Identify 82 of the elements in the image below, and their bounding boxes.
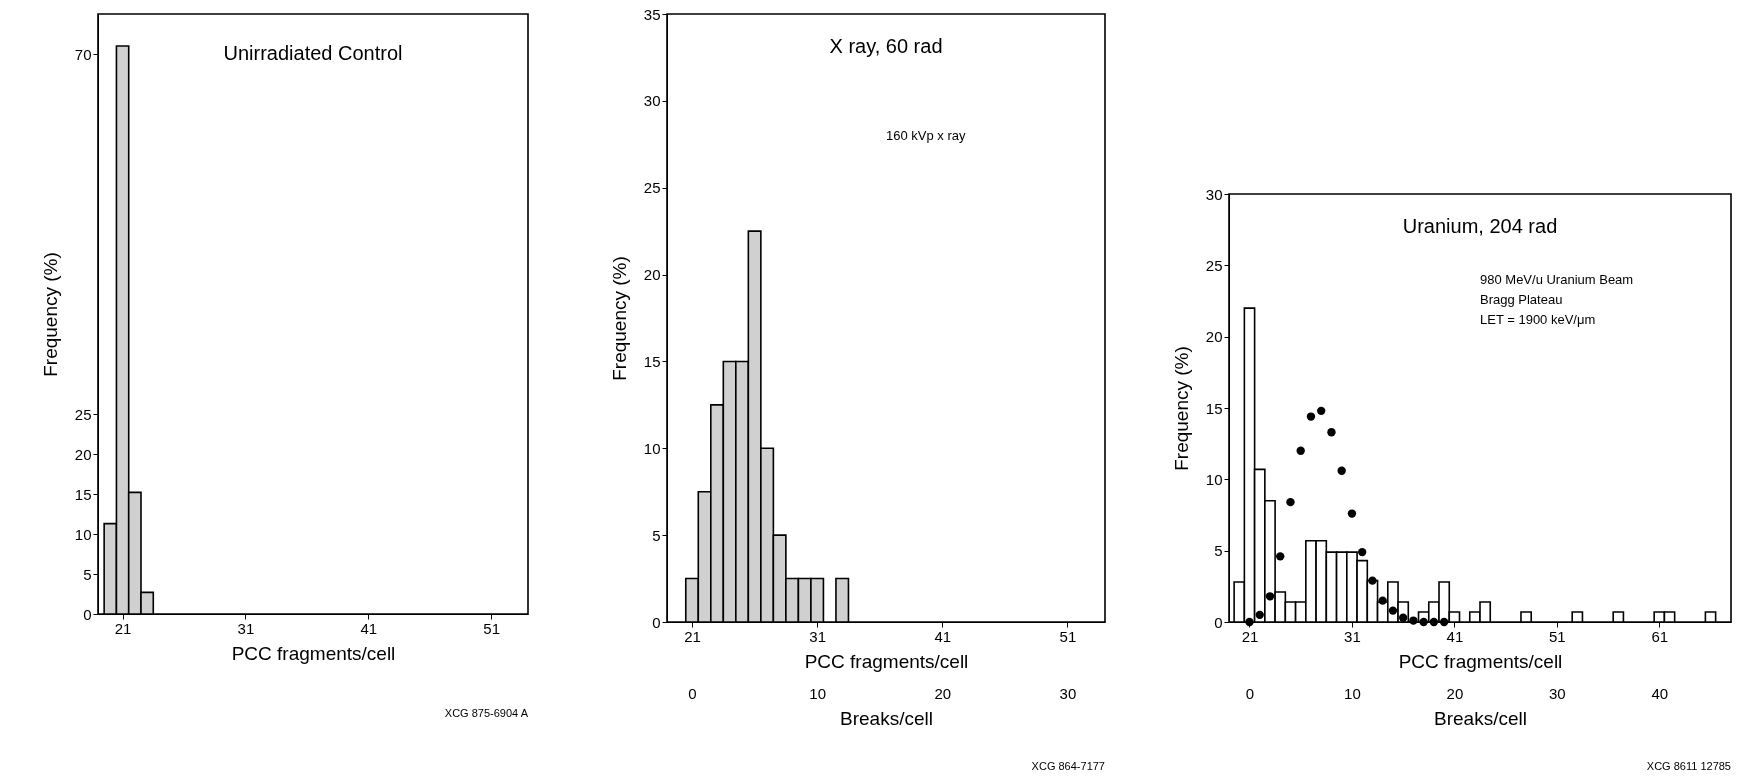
x-tick-label: 51	[483, 619, 500, 637]
x-tick-label: 41	[1446, 627, 1464, 645]
annotation: 980 MeV/u Uranium Beam	[1480, 271, 1634, 287]
x-tick-label: 41	[360, 619, 378, 637]
x2-tick-label: 30	[1548, 684, 1566, 702]
point	[1306, 412, 1316, 421]
point	[1388, 606, 1398, 615]
x-tick-label: 21	[684, 627, 701, 645]
x-tick-label: 51	[1548, 627, 1566, 645]
y-tick-label: 20	[74, 445, 92, 463]
x-tick-label: 21	[1241, 627, 1259, 645]
x-tick-label: 31	[809, 627, 827, 645]
point	[1245, 617, 1254, 627]
x2-tick-label: 30	[1059, 684, 1077, 702]
y-tick-label: 0	[1214, 613, 1223, 631]
x-tick-label: 31	[1344, 627, 1361, 645]
x-tick-label: 61	[1651, 627, 1669, 645]
point	[1439, 617, 1449, 627]
y-tick-label: 10	[74, 525, 92, 543]
x2-tick-label: 10	[1344, 684, 1361, 702]
point	[1378, 596, 1387, 605]
y-tick-label: 35	[643, 5, 661, 23]
y-tick-label: 30	[1205, 185, 1223, 203]
point	[1368, 576, 1377, 585]
text: Uranium, 204 rad	[1402, 215, 1558, 237]
x2-tick-label: 40	[1651, 684, 1669, 702]
y-axis-title: Frequency (%)	[608, 256, 630, 381]
x-tick-label: 21	[114, 619, 132, 637]
x-axis-title: PCC fragments/cell	[1398, 650, 1563, 672]
x2-tick-label: 10	[809, 684, 827, 702]
text: X ray, 60 rad	[829, 35, 943, 57]
y-axis-title: Frequency (%)	[39, 252, 61, 377]
y-tick-label: 30	[643, 92, 661, 110]
y-tick-label: 25	[74, 405, 92, 423]
text: Unirradiated Control	[223, 42, 403, 64]
point	[1409, 616, 1418, 625]
x-axis-title: PCC fragments/cell	[804, 650, 969, 672]
x2-tick-label: 0	[1245, 684, 1255, 702]
x2-axis-title: Breaks/cell	[840, 707, 933, 729]
y-tick-label: 25	[643, 179, 661, 197]
x2-axis-title: Breaks/cell	[1434, 707, 1527, 729]
text: XCG 8611 12785	[1646, 760, 1731, 772]
y-tick-label: 15	[74, 485, 92, 503]
point	[1255, 610, 1264, 620]
x-tick-label: 31	[237, 619, 255, 637]
y-tick-label: 25	[1205, 256, 1223, 274]
y-tick-label: 70	[74, 45, 92, 63]
point	[1398, 613, 1408, 622]
y-tick-label: 0	[83, 605, 92, 623]
point	[1337, 466, 1346, 475]
y-axis-title: Frequency (%)	[1170, 346, 1192, 471]
point	[1429, 617, 1439, 627]
y-tick-label: 5	[83, 565, 92, 583]
point	[1358, 547, 1367, 557]
point	[1286, 497, 1295, 507]
annotation: LET = 1900 keV/μm	[1480, 311, 1596, 327]
point	[1419, 617, 1428, 627]
x-axis-title: PCC fragments/cell	[231, 642, 396, 664]
y-tick-label: 5	[1214, 542, 1223, 560]
text: XCG 864-7177	[1031, 760, 1105, 772]
y-tick-label: 15	[643, 352, 661, 370]
y-tick-label: 20	[1205, 328, 1223, 346]
y-tick-label: 10	[643, 439, 661, 457]
annotation: 160 kVp x ray	[886, 127, 966, 143]
point	[1296, 446, 1305, 455]
y-tick-label: 5	[652, 526, 661, 544]
y-tick-label: 15	[1205, 399, 1223, 417]
x-tick-label: 51	[1059, 627, 1077, 645]
y-tick-label: 20	[643, 266, 661, 284]
y-tick-label: 0	[652, 613, 661, 631]
point	[1327, 428, 1336, 437]
text: XCG 875-6904 A	[444, 707, 529, 719]
point	[1347, 509, 1357, 518]
x2-tick-label: 0	[688, 684, 697, 702]
point	[1317, 406, 1326, 416]
point	[1276, 552, 1285, 561]
x2-tick-label: 20	[1446, 684, 1464, 702]
y-tick-label: 10	[1205, 470, 1223, 488]
annotation: Bragg Plateau	[1480, 291, 1563, 307]
point	[1265, 592, 1275, 601]
x2-tick-label: 20	[934, 684, 952, 702]
x-tick-label: 41	[934, 627, 952, 645]
